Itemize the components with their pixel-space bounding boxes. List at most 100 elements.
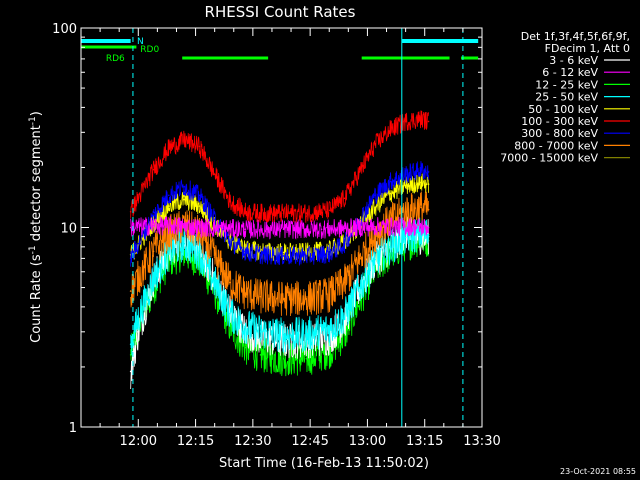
data-point — [229, 281, 231, 284]
series-line-5 — [129, 110, 430, 223]
legend-label-8: 7000 - 15000 keV — [500, 152, 598, 165]
data-point — [397, 225, 399, 228]
data-point — [152, 214, 155, 217]
data-point — [404, 184, 407, 187]
legend-entry-6: 300 - 800 keV — [521, 127, 630, 140]
legend-entry-7: 800 - 7000 keV — [514, 139, 630, 152]
state-bar-label-1: RD0 — [140, 45, 159, 55]
data-point — [374, 258, 376, 261]
data-point — [129, 290, 132, 292]
data-point — [229, 200, 231, 203]
data-point — [244, 228, 247, 231]
data-point — [213, 281, 216, 284]
data-point — [198, 232, 201, 234]
data-point — [137, 317, 140, 320]
data-point — [343, 333, 346, 336]
data-point — [328, 252, 331, 255]
data-point — [229, 240, 231, 243]
data-point — [137, 197, 140, 200]
data-point — [183, 185, 185, 188]
x-tick-label-6: 13:30 — [463, 434, 500, 449]
series-trace-3 — [130, 217, 429, 356]
data-point — [343, 242, 346, 245]
x-tick-label-3: 12:45 — [291, 434, 328, 449]
legend-label-4: 50 - 100 keV — [528, 103, 598, 116]
y-tick-label-1: 10 — [60, 222, 77, 237]
data-point — [129, 370, 132, 373]
data-point — [259, 331, 262, 333]
data-point — [198, 194, 201, 197]
data-point — [198, 145, 201, 148]
data-point — [343, 315, 346, 317]
data-point — [305, 297, 308, 300]
data-point — [175, 224, 178, 227]
x-tick-label-2: 12:30 — [234, 434, 271, 449]
data-point — [282, 255, 285, 257]
data-point — [427, 226, 430, 229]
data-point — [168, 260, 170, 262]
data-point — [244, 292, 247, 294]
data-point — [168, 194, 170, 197]
data-point — [427, 208, 430, 211]
data-point — [328, 328, 331, 330]
data-point — [137, 276, 140, 279]
data-point — [420, 168, 422, 171]
data-point — [420, 118, 422, 120]
data-point — [427, 183, 430, 185]
data-point — [229, 312, 231, 315]
legend-header-line-2: FDecim 1, Att 0 — [545, 42, 630, 55]
data-point — [129, 354, 132, 356]
legend-label-0: 3 - 6 keV — [549, 54, 598, 67]
series-line-1 — [129, 216, 430, 240]
series-line-3 — [129, 217, 430, 356]
legend-label-5: 100 - 300 keV — [521, 115, 598, 128]
legend-entry-5: 100 - 300 keV — [521, 115, 630, 128]
data-point — [244, 250, 247, 253]
x-tick-label-0: 12:00 — [120, 434, 157, 449]
data-point — [152, 276, 155, 279]
legend-label-7: 800 - 7000 keV — [514, 139, 598, 152]
legend-entry-1: 6 - 12 keV — [542, 66, 630, 79]
data-point — [389, 180, 392, 183]
data-point — [389, 192, 392, 195]
data-point — [137, 331, 140, 333]
data-point — [244, 346, 247, 349]
data-point — [374, 194, 376, 197]
data-point — [404, 236, 407, 239]
data-point — [198, 251, 201, 254]
data-point — [259, 295, 262, 298]
series-line-6 — [129, 161, 430, 267]
data-point — [282, 212, 285, 214]
data-point — [427, 171, 430, 173]
data-point — [343, 320, 346, 322]
data-point — [152, 224, 155, 227]
footer-timestamp: 23-Oct-2021 08:55 — [560, 467, 636, 476]
series-trace-1 — [130, 216, 429, 240]
data-point — [358, 171, 361, 173]
data-point — [305, 255, 308, 257]
legend-label-2: 12 - 25 keV — [535, 78, 598, 91]
data-point — [282, 357, 285, 360]
data-point — [404, 210, 407, 213]
data-point — [183, 242, 185, 245]
data-point — [183, 139, 185, 141]
legend-entry-0: 3 - 6 keV — [549, 54, 630, 67]
data-point — [183, 198, 185, 201]
legend-entry-2: 12 - 25 keV — [535, 78, 630, 91]
data-point — [244, 210, 247, 213]
data-point — [198, 205, 201, 207]
data-point — [427, 120, 430, 123]
data-point — [282, 297, 285, 300]
chart-title: RHESSI Count Rates — [205, 3, 356, 21]
data-point — [374, 206, 376, 209]
data-point — [282, 251, 285, 254]
y-tick-label-2: 100 — [52, 22, 77, 37]
legend-entry-3: 25 - 50 keV — [535, 91, 630, 104]
data-point — [129, 210, 132, 213]
y-tick-label-0: 1 — [69, 421, 77, 436]
data-point — [259, 354, 262, 356]
series-traces — [129, 110, 430, 389]
series-trace-6 — [130, 161, 429, 267]
data-point — [320, 228, 323, 231]
